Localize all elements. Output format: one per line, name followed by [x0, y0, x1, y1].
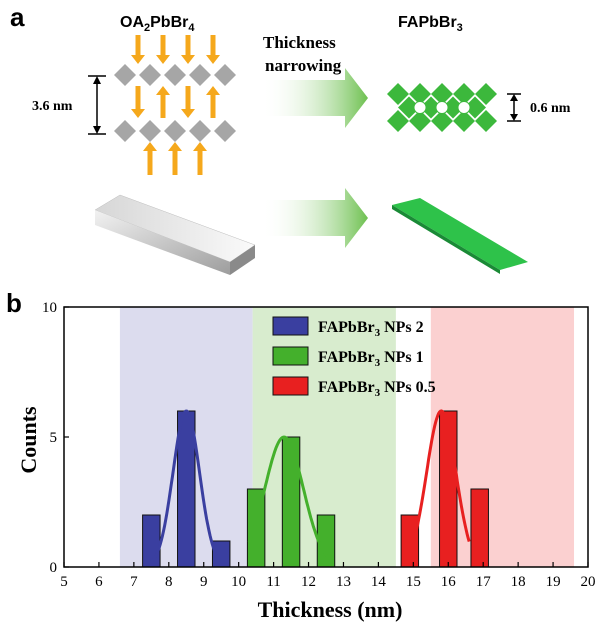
- gray-octahedron: [139, 64, 161, 86]
- x-tick-label: 8: [165, 574, 173, 590]
- x-tick-label: 12: [301, 574, 316, 590]
- fa-cation-site: [435, 101, 449, 114]
- oa2pbbr4-layered-structure: [114, 35, 236, 175]
- histogram-bar: [281, 436, 301, 568]
- legend-entry-label: FAPbBr3 NPs 2: [318, 319, 424, 339]
- x-tick-label: 16: [441, 574, 457, 590]
- orange-arrow: [193, 142, 207, 175]
- x-tick-label: 20: [581, 574, 596, 590]
- x-tick-label: 15: [406, 574, 421, 590]
- legend-swatch: [272, 316, 309, 336]
- x-tick-label: 9: [200, 574, 208, 590]
- thickness-marker-3-6nm: [88, 75, 106, 135]
- fapbbr3-monolayer-structure: [387, 83, 497, 132]
- gray-octahedron: [189, 64, 211, 86]
- green-octahedron: [453, 83, 475, 105]
- legend-entry-label: FAPbBr3 NPs 0.5: [318, 379, 436, 399]
- chart-legend: FAPbBr3 NPs 2 FAPbBr3 NPs 1 FAPbBr3 NPs 0.…: [272, 316, 436, 399]
- green-octahedron: [387, 110, 409, 132]
- gray-octahedron: [164, 64, 186, 86]
- green-octahedron: [409, 83, 431, 105]
- left-structure-title: OA2PbBr4: [120, 14, 195, 34]
- x-tick-label: 6: [95, 574, 103, 590]
- fa-cation-site: [457, 101, 471, 114]
- green-octahedron: [475, 83, 497, 105]
- gray-octahedron: [114, 120, 136, 142]
- thin-green-slab: [392, 198, 528, 274]
- transition-arrow-bottom: [262, 188, 368, 248]
- arrow-text-line1: Thickness: [263, 33, 336, 52]
- x-tick-label: 5: [60, 574, 68, 590]
- legend-swatch: [272, 346, 309, 366]
- green-octahedron: [453, 110, 475, 132]
- gray-octahedron: [214, 120, 236, 142]
- green-octahedron: [475, 110, 497, 132]
- x-tick-label: 19: [546, 574, 561, 590]
- thickness-marker-0-6nm: [507, 93, 521, 122]
- gray-octahedron: [189, 120, 211, 142]
- orange-arrow: [206, 35, 220, 64]
- gray-octahedron: [139, 120, 161, 142]
- histogram-bar: [470, 488, 489, 568]
- green-octahedron: [442, 96, 464, 119]
- orange-arrow: [206, 86, 220, 118]
- fa-cation-site: [413, 101, 427, 114]
- green-octahedron: [398, 96, 420, 119]
- orange-arrow: [131, 86, 145, 118]
- gaussian-fit-curve: [150, 409, 220, 564]
- y-tick-label: 0: [50, 560, 58, 576]
- green-octahedron: [409, 110, 431, 132]
- green-octahedron: [464, 96, 486, 119]
- panel-a-label: a: [10, 2, 25, 32]
- x-tick-label: 17: [476, 574, 492, 590]
- y-tick-label: 10: [42, 300, 57, 316]
- y-axis-label: Counts: [16, 406, 41, 474]
- gray-octahedron: [214, 64, 236, 86]
- legend-entry-label: FAPbBr3 NPs 1: [318, 349, 424, 369]
- orange-arrow: [156, 86, 170, 118]
- x-axis-label: Thickness (nm): [258, 597, 403, 622]
- gaussian-fit-curve: [247, 435, 331, 561]
- histogram-bar: [142, 514, 161, 568]
- x-tick-label: 11: [266, 574, 280, 590]
- orange-arrow: [143, 142, 157, 175]
- orange-arrow: [156, 35, 170, 64]
- right-structure-title: FAPbBr3: [398, 14, 463, 34]
- green-octahedron: [431, 83, 453, 105]
- orange-arrow: [131, 35, 145, 64]
- x-tick-label: 13: [336, 574, 351, 590]
- arrow-text-line2: narrowing: [265, 56, 342, 75]
- y-tick-label: 5: [50, 430, 58, 446]
- orange-arrow: [168, 142, 182, 175]
- right-dimension-label: 0.6 nm: [530, 101, 571, 116]
- x-tick-label: 7: [130, 574, 138, 590]
- x-tick-label: 10: [231, 574, 246, 590]
- gray-octahedron: [164, 120, 186, 142]
- green-octahedron: [420, 96, 442, 119]
- legend-swatch: [272, 376, 309, 396]
- left-dimension-label: 3.6 nm: [32, 99, 73, 114]
- panel-b-label: b: [6, 288, 22, 318]
- green-octahedron: [387, 83, 409, 105]
- x-tick-label: 14: [371, 574, 387, 590]
- thick-gray-slab: [94, 194, 256, 275]
- histogram-bar: [400, 514, 420, 568]
- gray-octahedron: [114, 64, 136, 86]
- gaussian-fit-curve: [408, 409, 471, 552]
- green-octahedron: [431, 110, 453, 132]
- transition-arrow-top: [262, 68, 368, 128]
- orange-arrow: [181, 86, 195, 118]
- orange-arrow: [181, 35, 195, 64]
- x-tick-label: 18: [511, 574, 526, 590]
